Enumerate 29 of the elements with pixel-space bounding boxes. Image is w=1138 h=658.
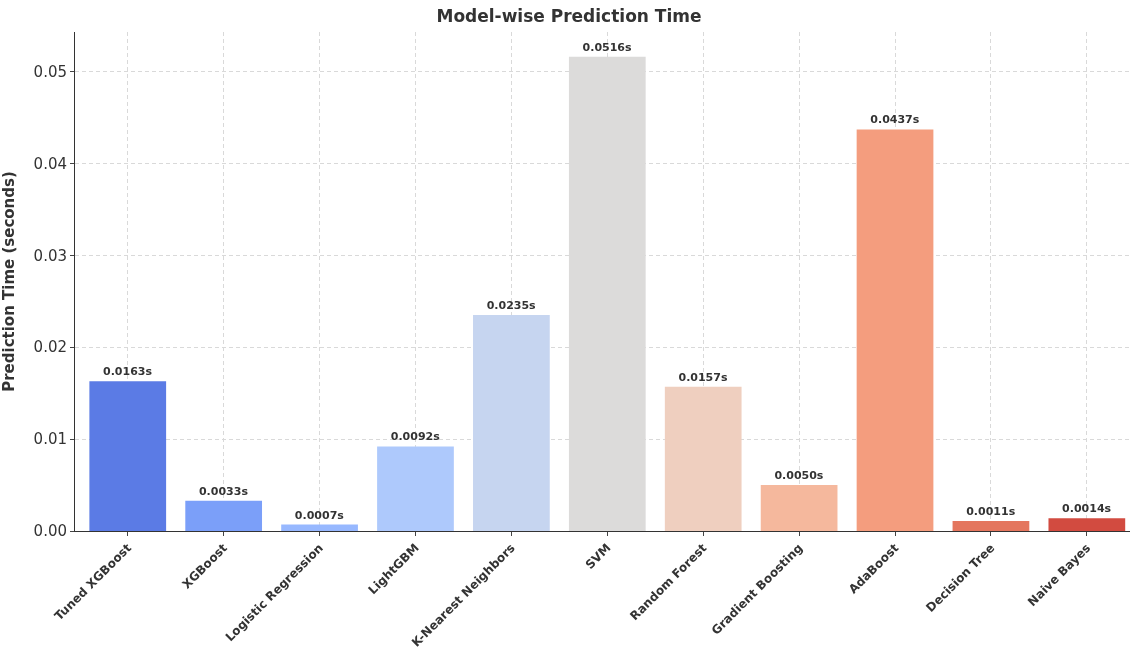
- data-label: 0.0516s: [582, 40, 633, 54]
- bar: [952, 520, 1030, 531]
- y-tick-label: 0.03: [33, 246, 67, 265]
- data-label: 0.0033s: [198, 484, 249, 498]
- y-tick-label: 0.02: [33, 338, 67, 357]
- data-label: 0.0014s: [1062, 502, 1112, 516]
- y-axis-title: Prediction Time (seconds): [0, 171, 18, 392]
- bar: [89, 381, 167, 531]
- bar: [473, 315, 550, 531]
- data-label: 0.0437s: [870, 113, 920, 127]
- bar: [185, 500, 263, 531]
- data-label: 0.0007s: [294, 508, 345, 522]
- bar: [760, 485, 838, 531]
- bar: [856, 129, 934, 531]
- data-label: 0.0163s: [103, 365, 153, 379]
- y-tick-label: 0.04: [33, 154, 67, 173]
- bar: [664, 386, 742, 531]
- bar: [1048, 518, 1126, 531]
- data-label: 0.0157s: [678, 370, 728, 384]
- y-tick-label: 0.01: [33, 430, 67, 449]
- bar: [281, 524, 358, 531]
- y-tick-label: 0.00: [33, 522, 67, 541]
- y-tick-label: 0.05: [33, 62, 67, 81]
- data-label: 0.0092s: [390, 430, 441, 444]
- bar: [377, 446, 454, 531]
- data-label: 0.0050s: [774, 469, 824, 483]
- chart-title: Model-wise Prediction Time: [436, 5, 702, 26]
- data-label: 0.0011s: [966, 504, 1016, 518]
- data-label: 0.0235s: [486, 299, 537, 313]
